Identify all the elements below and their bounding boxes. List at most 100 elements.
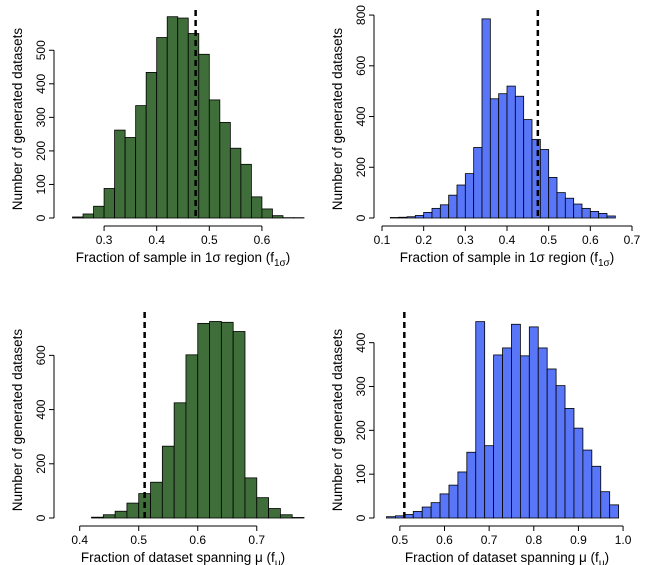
histogram-bar — [150, 481, 163, 519]
y-tick-label: 800 — [354, 5, 368, 25]
histogram-bar — [555, 385, 566, 519]
y-tick-label: 300 — [34, 107, 48, 127]
y-axis-label: Number of generated datasets — [10, 329, 25, 512]
histogram-bar — [414, 215, 425, 219]
x-tick-label: 0.1 — [374, 233, 391, 247]
histogram-bar — [93, 205, 105, 219]
x-tick-label: 0.4 — [499, 233, 516, 247]
histogram-bar — [114, 129, 126, 219]
histogram-bar — [412, 511, 423, 519]
histogram-bar — [514, 95, 525, 219]
histogram-bar — [240, 163, 252, 219]
histogram-bar — [606, 215, 616, 219]
histogram-bar — [103, 188, 116, 219]
histogram-bar — [481, 18, 491, 219]
y-tick-label: 0 — [34, 214, 48, 221]
histogram-bar — [564, 408, 575, 519]
y-axis-label: Number of generated datasets — [10, 28, 25, 211]
histogram-bar — [82, 213, 94, 219]
histogram-bar — [279, 514, 293, 519]
histogram-bar — [232, 331, 246, 519]
histogram-bar — [256, 497, 269, 519]
x-tick-label: 0.3 — [457, 233, 474, 247]
histogram-bar — [197, 322, 210, 519]
histogram-bar — [589, 211, 600, 219]
histogram-bar — [475, 321, 486, 519]
histogram-bar — [591, 465, 602, 519]
y-tick-label: 400 — [354, 332, 368, 352]
histogram-bar — [556, 192, 566, 219]
histogram-bar — [439, 204, 450, 219]
histogram-bar — [506, 85, 516, 219]
histogram-bar — [386, 516, 396, 519]
histogram-bar — [272, 215, 284, 219]
histogram-bar — [448, 484, 459, 519]
x-tick-label: 0.4 — [71, 533, 88, 547]
x-tick-label: 0.4 — [148, 233, 165, 247]
histogram-bar — [573, 203, 583, 219]
x-tick-label: 0.7 — [624, 233, 641, 247]
histogram-bar — [473, 147, 483, 219]
histogram-bar — [598, 213, 608, 219]
histogram-bar — [406, 216, 416, 219]
x-tick-label: 0.2 — [415, 233, 432, 247]
histogram-bar — [484, 445, 495, 519]
x-axis-label: Fraction of dataset spanning μ (fμ) — [81, 550, 285, 565]
histogram-bar — [403, 514, 414, 519]
histogram-bar — [291, 517, 305, 519]
y-axis-label: Number of generated datasets — [330, 28, 345, 211]
y-tick-label: 400 — [354, 106, 368, 126]
histogram-bar — [229, 147, 242, 219]
x-tick-label: 0.8 — [525, 533, 542, 547]
y-tick-label: 400 — [34, 399, 48, 419]
histogram-bar — [502, 347, 512, 519]
histogram-bar — [466, 451, 477, 519]
histogram-bar — [124, 137, 137, 219]
y-tick-label: 200 — [34, 453, 48, 473]
histogram-bar — [511, 323, 521, 519]
histogram-panel-1: 0.3 0.4 0.5 0.6 0 100 200 300 400 500 Fraction of … — [10, 10, 305, 269]
x-tick-label: 0.5 — [392, 533, 409, 547]
x-tick-label: 0.5 — [130, 533, 147, 547]
histogram-bar — [187, 33, 200, 219]
histogram-bar — [244, 477, 258, 519]
histogram-bar — [431, 207, 441, 219]
histogram-bar — [219, 121, 231, 219]
histogram-bar — [498, 93, 508, 219]
x-tick-label: 0.7 — [481, 533, 498, 547]
histogram-bar — [126, 502, 140, 519]
histogram-bar — [72, 216, 84, 219]
y-tick-label: 600 — [354, 55, 368, 75]
histogram-bar — [156, 37, 168, 219]
histogram-bar — [493, 354, 503, 519]
y-tick-label: 0 — [354, 214, 368, 221]
y-tick-label: 400 — [34, 73, 48, 93]
histogram-bar — [423, 212, 433, 219]
histogram-panel-2: 0.1 0.2 0.3 0.4 0.5 0.6 0.7 0 200 400 600 800 Fracti… — [330, 5, 641, 269]
y-tick-label: 100 — [34, 174, 48, 194]
histogram-bar — [268, 508, 281, 519]
x-tick-label: 0.6 — [436, 533, 453, 547]
y-tick-label: 0 — [354, 514, 368, 521]
x-axis-label: Fraction of dataset spanning μ (fμ) — [405, 550, 609, 565]
x-axis-label: Fraction of sample in 1σ region (f1σ) — [400, 250, 614, 269]
histogram-bar — [582, 449, 593, 519]
histogram-bar — [161, 445, 175, 519]
x-tick-label: 0.6 — [582, 233, 599, 247]
histogram-bar — [177, 17, 189, 219]
histogram-bar — [91, 516, 104, 519]
histogram-bar — [519, 355, 530, 519]
histogram-bar — [600, 491, 611, 519]
histogram-bar — [102, 514, 116, 519]
histogram-bar — [398, 216, 408, 219]
histogram-panel-4: 0.5 0.6 0.7 0.8 0.9 1.0 0 100 200 300 400 Fraction … — [330, 312, 632, 565]
y-tick-label: 200 — [34, 141, 48, 161]
histogram-bar — [173, 402, 187, 519]
histogram-bar — [546, 368, 557, 519]
histogram-bar — [489, 98, 500, 219]
histogram-bar — [394, 515, 405, 519]
y-tick-label: 200 — [354, 420, 368, 440]
histogram-bar — [464, 173, 475, 219]
y-tick-label: 300 — [354, 376, 368, 396]
histogram-bar — [457, 471, 468, 519]
